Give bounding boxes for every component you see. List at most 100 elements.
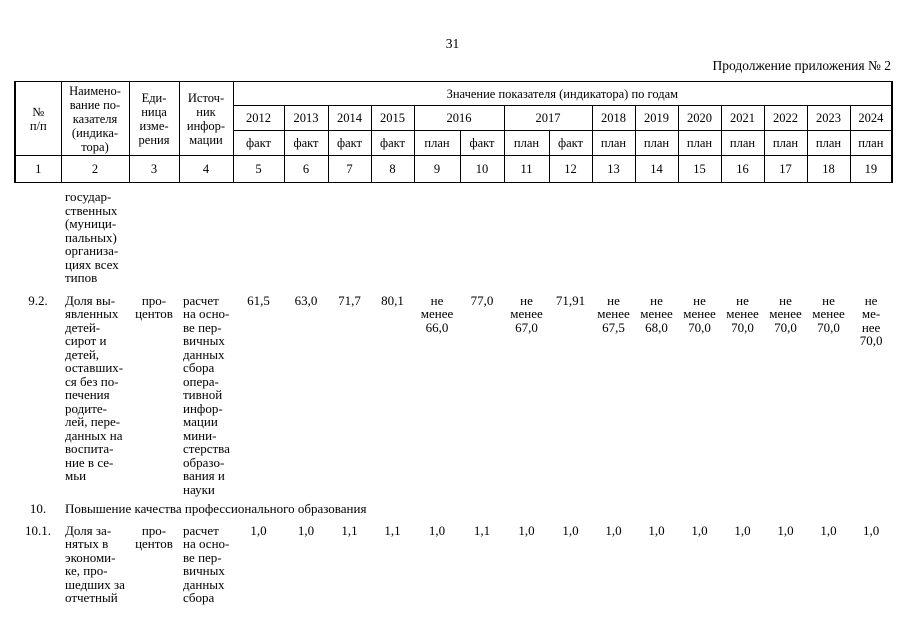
column-number: 4 bbox=[178, 155, 234, 183]
value-cell: не менее 70,0 bbox=[683, 292, 716, 335]
value-cell: не менее 68,0 bbox=[640, 292, 673, 335]
column-number: 3 bbox=[128, 155, 180, 183]
column-number: 12 bbox=[548, 155, 593, 183]
value-cell: 1,0 bbox=[250, 522, 267, 538]
value-cell: 1,0 bbox=[648, 522, 665, 538]
value-cell: 61,5 bbox=[247, 292, 270, 308]
value-cells-empty bbox=[233, 183, 892, 285]
value-cell: не менее 70,0 bbox=[769, 292, 802, 335]
value-cell: 1,0 bbox=[734, 522, 751, 538]
column-number: 17 bbox=[763, 155, 808, 183]
indicator-table: № п/п Наимено- вание по- казателя (индик… bbox=[14, 81, 894, 605]
table-row-10-1: 10.1. Доля за- нятых в экономи- ке, про-… bbox=[15, 516, 892, 605]
column-number: 10 bbox=[459, 155, 505, 183]
value-cell: 1,0 bbox=[820, 522, 837, 538]
indicator-name-cell: государ- ственных (муници- пальных) орга… bbox=[65, 189, 119, 285]
column-number: 1 bbox=[14, 155, 62, 183]
indicator-name-cell: Доля вы- явленных детей- сирот и детей, … bbox=[65, 292, 124, 483]
subheader-2017-plan: план bbox=[503, 130, 550, 156]
column-number: 5 bbox=[232, 155, 285, 183]
column-number: 9 bbox=[413, 155, 461, 183]
value-cell: 77,0 bbox=[470, 292, 494, 308]
row-number-cell: 9.2. bbox=[28, 292, 48, 308]
subheader-2022: план bbox=[763, 130, 808, 156]
value-cell: не менее 66,0 bbox=[420, 292, 454, 335]
value-cell: 1,1 bbox=[384, 522, 401, 538]
subheader-2013: факт bbox=[283, 130, 329, 156]
appendix-continuation-label: Продолжение приложения № 2 bbox=[712, 58, 891, 73]
year-2020: 2020 bbox=[677, 105, 722, 131]
subheader-2016-fact: факт bbox=[459, 130, 505, 156]
indicator-name-cell: Доля за- нятых в экономи- ке, про- шедши… bbox=[65, 522, 125, 605]
value-cell: не ме- нее 70,0 bbox=[859, 292, 883, 348]
source-cell bbox=[179, 183, 233, 285]
header-cell-values-title: Значение показателя (индикатора) по года… bbox=[232, 81, 894, 106]
subheader-2016-plan: план bbox=[413, 130, 461, 156]
unit-cell: про- центов bbox=[135, 292, 173, 321]
header-cell-source: Источ- ник инфор- мации bbox=[178, 81, 234, 156]
header-cell-num: № п/п bbox=[14, 81, 62, 156]
column-number: 19 bbox=[849, 155, 894, 183]
source-cell: расчет на осно- ве пер- вичных данных сб… bbox=[183, 522, 230, 605]
unit-cell bbox=[129, 183, 179, 285]
year-2014: 2014 bbox=[327, 105, 372, 131]
subheader-2019: план bbox=[634, 130, 679, 156]
year-2017: 2017 bbox=[503, 105, 593, 131]
column-number: 2 bbox=[60, 155, 130, 183]
page-number: 31 bbox=[445, 36, 460, 51]
value-cell: 1,0 bbox=[605, 522, 622, 538]
value-cell: 1,0 bbox=[297, 522, 315, 538]
row-number-cell: 10.1. bbox=[25, 522, 51, 538]
value-cell: не менее 67,5 bbox=[597, 292, 630, 335]
value-cell: 1,0 bbox=[691, 522, 708, 538]
value-cell: 71,7 bbox=[338, 292, 361, 308]
value-cell: 80,1 bbox=[381, 292, 404, 308]
column-number: 16 bbox=[720, 155, 765, 183]
subheader-2012: факт bbox=[232, 130, 285, 156]
year-2013: 2013 bbox=[283, 105, 329, 131]
subheader-2018: план bbox=[591, 130, 636, 156]
year-2023: 2023 bbox=[806, 105, 851, 131]
value-cell: не менее 70,0 bbox=[726, 292, 759, 335]
column-number: 7 bbox=[327, 155, 372, 183]
column-number: 14 bbox=[634, 155, 679, 183]
year-2018: 2018 bbox=[591, 105, 636, 131]
year-2021: 2021 bbox=[720, 105, 765, 131]
column-number: 15 bbox=[677, 155, 722, 183]
value-cell: не менее 70,0 bbox=[812, 292, 845, 335]
column-number: 18 bbox=[806, 155, 851, 183]
subheader-2014: факт bbox=[327, 130, 372, 156]
subheader-2024: план bbox=[849, 130, 894, 156]
year-2012: 2012 bbox=[232, 105, 285, 131]
section-title: Повышение качества профессионального обр… bbox=[65, 501, 367, 516]
value-cell: 1,0 bbox=[428, 522, 446, 538]
table-row-continuation: государ- ственных (муници- пальных) орга… bbox=[15, 183, 892, 285]
row-number-cell bbox=[15, 183, 61, 285]
year-2015: 2015 bbox=[370, 105, 415, 131]
year-2016: 2016 bbox=[413, 105, 505, 131]
subheader-2023: план bbox=[806, 130, 851, 156]
table-row-9-2: 9.2. Доля вы- явленных детей- сирот и де… bbox=[15, 285, 892, 497]
value-cell: 1,1 bbox=[341, 522, 358, 538]
column-number: 11 bbox=[503, 155, 550, 183]
value-cell: 1,0 bbox=[777, 522, 794, 538]
subheader-2017-fact: факт bbox=[548, 130, 593, 156]
column-number: 8 bbox=[370, 155, 415, 183]
unit-cell: про- центов bbox=[135, 522, 173, 551]
subheader-2015: факт bbox=[370, 130, 415, 156]
value-cell: 1,0 bbox=[862, 522, 880, 538]
value-cell: 71,91 bbox=[555, 292, 586, 308]
section-heading-row: 10. Повышение качества профессионального… bbox=[15, 496, 892, 516]
value-cell: 63,0 bbox=[294, 292, 318, 308]
subheader-2020: план bbox=[677, 130, 722, 156]
value-cell: 1,0 bbox=[562, 522, 579, 538]
year-2019: 2019 bbox=[634, 105, 679, 131]
subheader-2021: план bbox=[720, 130, 765, 156]
value-cell: 1,1 bbox=[473, 522, 491, 538]
source-cell: расчет на осно- ве пер- вичных данных сб… bbox=[183, 292, 230, 497]
value-cell: не менее 67,0 bbox=[510, 292, 543, 335]
section-number: 10. bbox=[29, 501, 47, 516]
year-2024: 2024 bbox=[849, 105, 894, 131]
column-number: 13 bbox=[591, 155, 636, 183]
